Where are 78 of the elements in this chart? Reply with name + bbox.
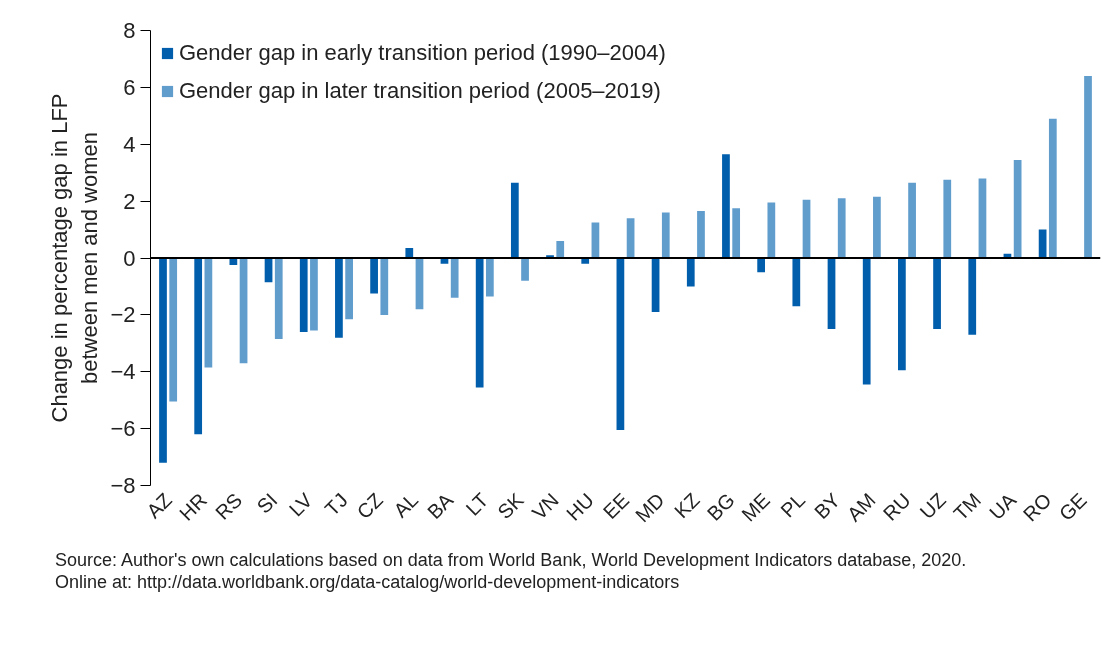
bar bbox=[792, 258, 801, 307]
bar bbox=[335, 258, 343, 338]
bar bbox=[1013, 159, 1022, 258]
y-tick-label: 0 bbox=[123, 245, 136, 271]
bar bbox=[732, 208, 741, 258]
text: Online at: http://data.worldbank.org/data-catalog/world-development-indicators bbox=[55, 571, 681, 594]
bar bbox=[194, 258, 203, 435]
x-tick-label: VN bbox=[527, 488, 563, 524]
x-tick-label: AZ bbox=[142, 488, 176, 523]
x-tick-label: AL bbox=[389, 488, 423, 522]
bar bbox=[873, 196, 881, 258]
bar bbox=[485, 258, 494, 297]
bar bbox=[898, 258, 906, 371]
x-tick-label: BY bbox=[809, 488, 845, 524]
bar bbox=[405, 248, 414, 258]
x-tick-label: GE bbox=[1054, 488, 1091, 525]
x-tick-label: TM bbox=[949, 488, 986, 525]
bar bbox=[757, 258, 766, 273]
bar bbox=[556, 240, 565, 258]
bar bbox=[862, 258, 871, 385]
bar bbox=[581, 258, 590, 264]
bar bbox=[978, 178, 987, 258]
x-tick-label: HU bbox=[562, 488, 599, 525]
x-tick-label: BG bbox=[702, 488, 739, 525]
x-tick-label: PL bbox=[776, 488, 810, 522]
y-tick-label: 8 bbox=[123, 18, 136, 43]
x-tick-label: RS bbox=[211, 488, 247, 524]
x-tick-label: ME bbox=[737, 488, 775, 526]
x-tick-label: RU bbox=[878, 488, 915, 525]
bar bbox=[274, 258, 283, 340]
x-tick-label: CZ bbox=[352, 488, 387, 524]
bar bbox=[510, 182, 519, 258]
y-axis-title: Change in percentage gap in LFP between men and women bbox=[47, 93, 103, 423]
y-tick-label: −8 bbox=[110, 473, 136, 498]
bar bbox=[616, 258, 625, 431]
bar bbox=[521, 258, 529, 281]
y-tick-label: 2 bbox=[123, 188, 136, 214]
bar bbox=[345, 258, 353, 320]
bar bbox=[697, 211, 705, 258]
x-tick-label: HR bbox=[175, 488, 212, 525]
bar bbox=[450, 258, 459, 298]
bar bbox=[968, 258, 977, 335]
bar bbox=[686, 258, 695, 287]
legend-label: Gender gap in later transition period (2005–2019) bbox=[179, 78, 661, 104]
bar bbox=[299, 258, 308, 332]
bar bbox=[933, 258, 941, 330]
bar bbox=[1048, 118, 1057, 258]
bar bbox=[370, 258, 378, 294]
x-tick-label: LT bbox=[461, 488, 493, 520]
bar bbox=[767, 202, 776, 258]
y-tick-label: −6 bbox=[110, 416, 136, 442]
bar bbox=[475, 258, 484, 388]
x-tick-label: AM bbox=[842, 488, 880, 526]
bar bbox=[169, 258, 178, 402]
x-tick-label: TJ bbox=[320, 488, 352, 520]
bar bbox=[380, 258, 389, 315]
y-tick-label: 4 bbox=[123, 131, 136, 157]
bar bbox=[310, 258, 318, 331]
x-tick-label: BA bbox=[422, 488, 458, 524]
source-note: Source: Author's own calculations based on data from World Bank, World Development Indicators database, 2020. bbox=[55, 550, 967, 572]
bar bbox=[661, 212, 670, 258]
bar bbox=[837, 198, 846, 258]
y-tick-label: −2 bbox=[110, 302, 136, 328]
bar bbox=[1084, 76, 1092, 258]
x-tick-label: SK bbox=[493, 488, 529, 524]
bar bbox=[159, 258, 167, 463]
y-tick-label: −4 bbox=[110, 359, 136, 385]
x-tick-label: KZ bbox=[670, 488, 704, 523]
x-tick-label: UZ bbox=[915, 488, 950, 524]
x-tick-label: RO bbox=[1018, 488, 1056, 526]
x-tick-label: LV bbox=[284, 488, 318, 521]
x-tick-label: SI bbox=[252, 488, 282, 518]
x-tick-label: UA bbox=[985, 488, 1021, 524]
bar bbox=[722, 154, 730, 258]
legend-label: Gender gap in early transition period (1990–2004) bbox=[179, 40, 666, 66]
bar bbox=[943, 179, 952, 258]
bar bbox=[908, 182, 916, 258]
y-tick-label: 6 bbox=[123, 74, 136, 100]
